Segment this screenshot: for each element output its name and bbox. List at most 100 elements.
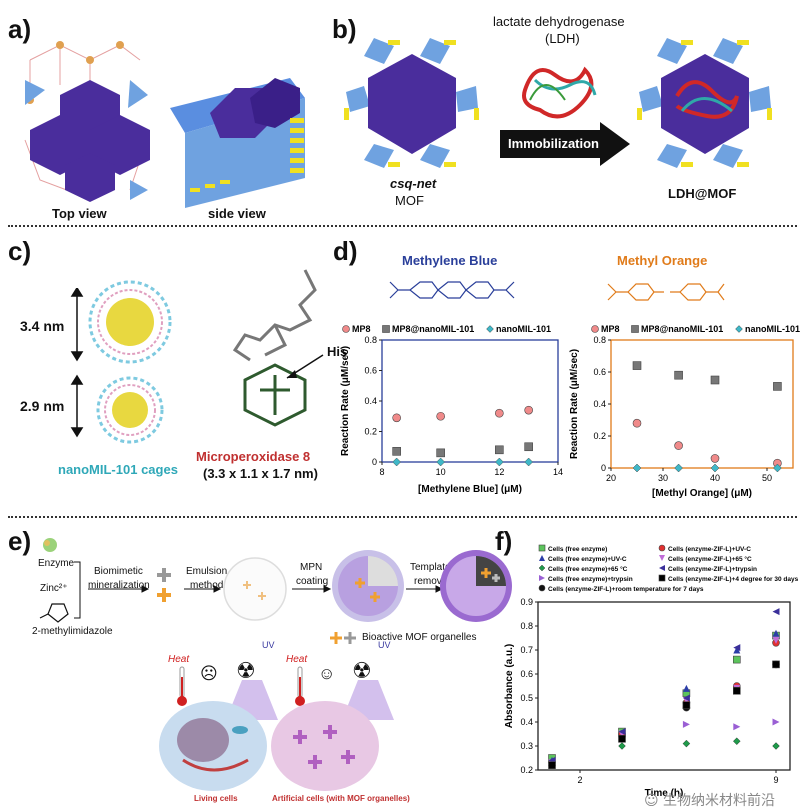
data-point <box>524 405 533 415</box>
data-point <box>436 448 445 458</box>
data-point <box>682 720 690 728</box>
data-point <box>618 728 626 736</box>
legend-marker <box>539 575 545 581</box>
step4a: Template <box>410 562 451 573</box>
x-axis-label: Time (h) <box>645 788 684 799</box>
x-tick-label: 12 <box>494 467 504 477</box>
data-point <box>733 687 741 695</box>
legend-marker <box>735 325 743 333</box>
x-tick-label: 9 <box>773 775 778 785</box>
dimension-arrows <box>70 288 84 438</box>
mof-side-view-illustration <box>170 78 305 208</box>
legend-marker <box>659 565 665 571</box>
organelles-caption: Bioactive MOF organelles <box>362 632 477 643</box>
y-tick-label: 0.4 <box>364 396 377 406</box>
data-point <box>733 646 741 654</box>
data-point <box>392 457 402 467</box>
legend-label: Cells (enzyme-ZIF-L)+UV-C <box>668 546 751 553</box>
thermometer-icon-1 <box>177 666 187 706</box>
chart-d-right: 0 0.2 0.4 0.6 0.8 20 30 40 50 [Methyl Orange] (μM… <box>569 324 800 499</box>
y-tick-label: 0.7 <box>520 645 533 655</box>
data-point <box>632 463 642 473</box>
legend-label: MP8@nanoMIL-101 <box>641 324 723 334</box>
legend-marker <box>382 325 390 333</box>
data-point <box>674 370 683 380</box>
mp8-dims-caption: (3.3 x 1.1 x 1.7 nm) <box>203 466 318 481</box>
legend-marker <box>659 555 665 561</box>
methylene-blue-title: Methylene Blue <box>402 253 498 268</box>
step2a: Emulsion <box>186 566 228 577</box>
data-point <box>548 761 556 769</box>
step3a: MPN <box>300 562 323 573</box>
y-tick-label: 0 <box>372 457 377 467</box>
legend-marker <box>591 325 599 333</box>
y-tick-label: 0.8 <box>593 335 606 345</box>
panel-c-label: c) <box>8 236 32 266</box>
legend-label: MP8 <box>352 324 371 334</box>
data-point <box>392 413 401 423</box>
data-point <box>772 718 780 726</box>
bracket <box>74 561 81 619</box>
plot-frame <box>537 601 791 771</box>
x-tick-label: 14 <box>553 467 563 477</box>
csq-net-caption: csq-net <box>390 176 437 191</box>
enzyme-icon <box>43 538 57 552</box>
data-point <box>392 447 401 456</box>
step4b: removal <box>414 576 450 587</box>
x-tick-label: 8 <box>379 467 384 477</box>
mof-cross-icons <box>157 568 171 602</box>
legend-label: Cells (enzyme-ZIF-L)+65 °C <box>668 555 752 563</box>
step2b: method <box>190 580 224 591</box>
y-tick-label: 0.4 <box>520 717 533 727</box>
csq-net-mof-illustration <box>344 38 479 168</box>
legend-label: Cells (free enzyme)+UV-C <box>548 556 627 563</box>
top-view-caption: Top view <box>52 206 107 221</box>
legend-marker <box>538 544 546 552</box>
radiation-icon-2: ☢ <box>352 658 372 683</box>
panel-d-label: d) <box>333 236 358 266</box>
data-point <box>618 742 626 750</box>
panel-f-label: f) <box>495 526 513 556</box>
data-point <box>632 361 642 370</box>
data-point <box>674 441 683 450</box>
microperoxidase-structure <box>232 269 324 427</box>
mp8-caption: Microperoxidase 8 <box>196 449 311 464</box>
legend-marker <box>486 325 494 333</box>
his-label: His <box>327 344 348 359</box>
y-tick-label: 0.2 <box>593 431 606 441</box>
legend-label: nanoMIL-101 <box>496 324 551 334</box>
radiation-icon-1: ☢ <box>236 658 256 683</box>
smile-face-icon: ☺ <box>318 664 336 683</box>
data-point <box>682 701 691 709</box>
methyl-orange-title: Methyl Orange <box>617 253 708 268</box>
enzyme-text: Enzyme <box>38 558 75 569</box>
step1b: mineralization <box>88 580 150 591</box>
y-tick-label: 0.6 <box>364 366 377 376</box>
watermark-text: 生物纳米材料前沿 <box>663 793 776 809</box>
living-cells-caption: Living cells <box>194 794 238 803</box>
y-tick-label: 0 <box>601 463 606 473</box>
data-point <box>618 735 626 743</box>
data-point <box>674 463 683 473</box>
thermometer-icon-2 <box>295 666 305 706</box>
enzyme-abbr: (LDH) <box>545 31 580 46</box>
y-axis-label: Reaction Rate (μM/sec) <box>340 346 351 456</box>
y-tick-label: 0.6 <box>520 669 533 679</box>
chart-f: 0.2 0.3 0.4 0.5 0.6 0.7 0.8 0.9 2 9 Time (h) Absorb… <box>504 544 799 799</box>
artificial-cells-caption: Artificial cells (with MOF organelles) <box>272 794 410 803</box>
data-point <box>710 375 720 385</box>
legend-label: Cells (enzyme-ZIF-L)+4 degree for 30 day… <box>668 576 799 583</box>
methylene-blue-structure <box>389 281 515 299</box>
data-point <box>682 694 690 702</box>
y-tick-label: 0.9 <box>520 597 533 607</box>
data-point <box>710 454 720 463</box>
heat-label-1: Heat <box>168 654 190 665</box>
artificial-cell-sphere <box>440 550 512 622</box>
ligand-text: 2-methylimidazole <box>32 626 113 637</box>
x-tick-label: 30 <box>658 473 668 483</box>
zinc-text: Zinc²⁺ <box>40 583 68 594</box>
y-tick-label: 0.3 <box>520 741 533 751</box>
side-view-caption: side view <box>208 206 266 221</box>
data-point <box>772 636 780 644</box>
legend-label: Cells (enzyme-ZIF-L)+trypsin <box>668 566 757 573</box>
